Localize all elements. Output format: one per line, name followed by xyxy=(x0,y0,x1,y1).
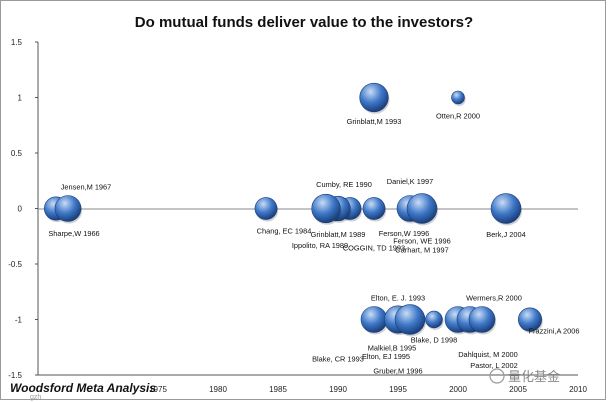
bubble-annotation: Elton, EJ 1995 xyxy=(362,352,410,361)
x-tick-label: 1990 xyxy=(329,385,347,394)
bubble-annotation: Wermers,R 2000 xyxy=(466,293,522,302)
bubble-annotations: Jensen,M 1967 Sharpe,W 1966 Chang, EC 1984… xyxy=(48,111,579,375)
bubble-annotation: Blake, CR 1993 xyxy=(312,354,364,363)
bubble-annotation: Grinblatt,M 1989 xyxy=(311,230,366,239)
bubble-annotation: Gruber,M 1996 xyxy=(373,367,422,376)
bubble-annotation: Dahlquist, M 2000 xyxy=(458,350,518,359)
bubble-annotation: Berk,J 2004 xyxy=(486,230,525,239)
bubble-annotation: Ferson, WE 1996 xyxy=(393,237,451,246)
bubble-annotation: COGGIN, TD 1993 xyxy=(343,243,405,252)
y-tick-label: -0.5 xyxy=(8,260,22,269)
bubble xyxy=(359,82,389,113)
x-tick-label: 2000 xyxy=(449,385,467,394)
bubble-annotation: Ippolito, RA 1989 xyxy=(292,241,348,250)
bubble xyxy=(311,193,341,224)
watermark-small: gzh xyxy=(30,394,41,401)
x-tick-label: 2005 xyxy=(509,385,527,394)
y-tick-label: 1.5 xyxy=(11,38,23,47)
x-tick-label: 1985 xyxy=(269,385,287,394)
watermark: 量化基金 gzh xyxy=(30,368,560,401)
bubble xyxy=(406,193,438,224)
bubble xyxy=(254,197,278,220)
x-tick-label: 2010 xyxy=(569,385,587,394)
bubble xyxy=(394,304,426,335)
wechat-icon-eye-right xyxy=(498,374,501,376)
bubble-annotation: Pastor, L 2002 xyxy=(470,361,517,370)
bubble xyxy=(425,310,443,329)
y-tick-label: 0.5 xyxy=(11,149,23,158)
bubble xyxy=(362,197,386,220)
bubbles xyxy=(43,82,543,337)
bubble-annotation: Blake, D 1998 xyxy=(411,335,457,344)
bubble-annotation: Jensen,M 1967 xyxy=(61,182,112,191)
x-tick-labels: 1975 1980 1985 1990 1995 2000 2005 2010 xyxy=(149,385,587,394)
chart-title: Do mutual funds deliver value to the inv… xyxy=(135,14,473,31)
bubble xyxy=(451,90,465,105)
y-tick-label: -1.5 xyxy=(8,371,22,380)
bubble-annotation: Cumby, RE 1990 xyxy=(316,180,372,189)
bubble-annotation: Chang, EC 1984 xyxy=(257,227,312,236)
bubble-annotation: Sharpe,W 1966 xyxy=(48,229,99,238)
wechat-icon xyxy=(489,368,505,384)
bubble xyxy=(490,193,522,224)
x-tick-label: 1975 xyxy=(149,385,167,394)
bubble-annotation: Elton, E. J. 1993 xyxy=(371,293,425,302)
bubble-annotation: Carhart, M 1997 xyxy=(395,246,448,255)
bubble-annotation: Frazzini,A 2006 xyxy=(529,327,580,336)
bubble xyxy=(54,195,82,222)
y-tick-label: -1 xyxy=(15,316,23,325)
bubble xyxy=(360,306,388,333)
bubble-annotation: Grinblatt,M 1993 xyxy=(347,117,402,126)
y-tick-label: 1 xyxy=(18,94,23,103)
wechat-icon-eye-left xyxy=(493,374,496,376)
bubble-annotation: Malkiel,B 1995 xyxy=(368,343,416,352)
bubble xyxy=(517,307,542,332)
y-tick-label: 0 xyxy=(18,205,23,214)
footer-label: Woodsford Meta Analysis xyxy=(10,381,156,395)
bubble-annotation: Ferson,W 1996 xyxy=(379,229,430,238)
y-tick-labels: 1.5 1 0.5 0 -0.5 -1 -1.5 xyxy=(8,38,38,380)
bubble-annotation: Otten,R 2000 xyxy=(436,111,480,120)
watermark-text: 量化基金 xyxy=(508,369,560,384)
bubble xyxy=(468,306,496,333)
x-tick-label: 1995 xyxy=(389,385,407,394)
bubble-annotation: Daniel,K 1997 xyxy=(387,177,433,186)
x-tick-label: 1980 xyxy=(209,385,227,394)
